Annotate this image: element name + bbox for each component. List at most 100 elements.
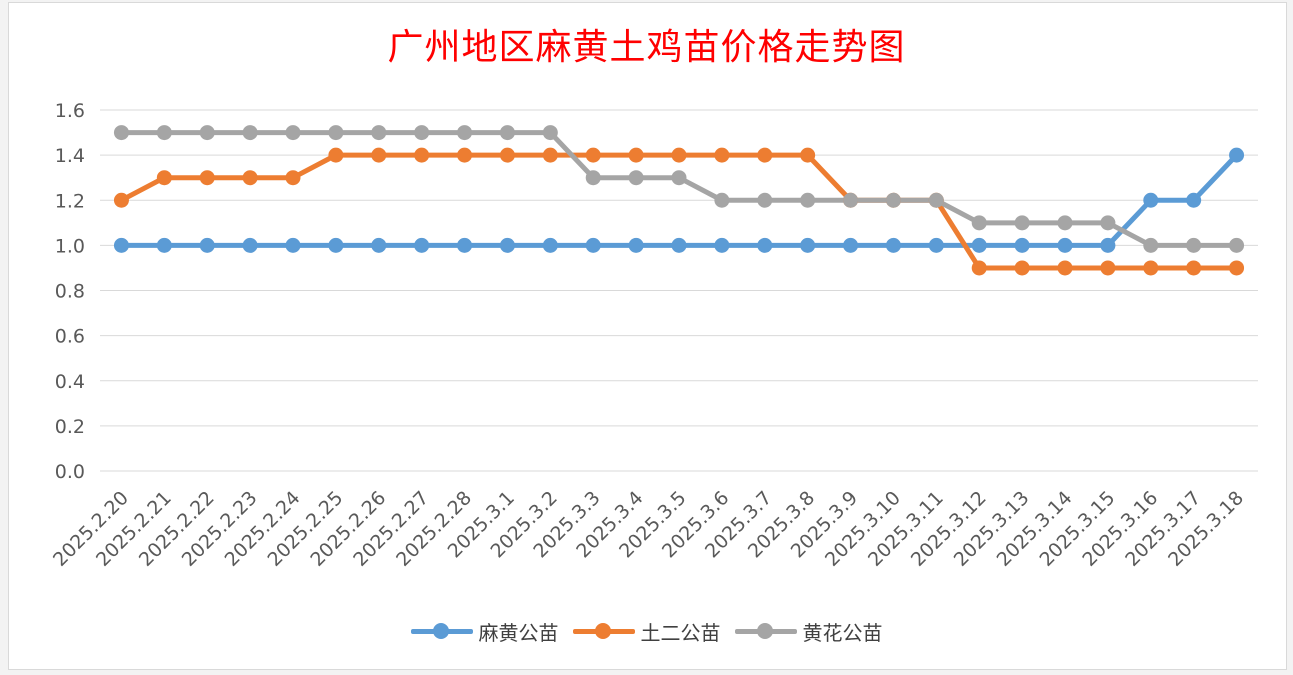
series-3-point — [1229, 237, 1245, 253]
series-3-point — [542, 125, 558, 141]
series-3-point — [800, 192, 816, 208]
series-1-point — [113, 237, 129, 253]
series-2-point — [714, 147, 730, 163]
y-tick-label: 1.6 — [55, 100, 85, 122]
series-1-point — [285, 237, 301, 253]
y-tick-label: 0.6 — [55, 326, 85, 348]
y-tick-label: 1.0 — [55, 235, 85, 257]
series-3-point — [971, 215, 987, 231]
legend-swatch-icon — [410, 621, 473, 641]
series-2-point — [1186, 260, 1202, 276]
legend-item: 黄花公苗 — [734, 617, 883, 646]
series-3-point — [1143, 237, 1159, 253]
chart-legend: 麻黄公苗 土二公苗 黄花公苗 — [0, 614, 1293, 648]
series-1-point — [328, 237, 344, 253]
y-tick-label: 0.4 — [55, 371, 85, 393]
legend-item: 土二公苗 — [572, 617, 721, 646]
series-1-point — [414, 237, 430, 253]
series-1-point — [199, 237, 215, 253]
series-2-point — [156, 170, 172, 186]
series-2-point — [1014, 260, 1030, 276]
series-1-point — [843, 237, 859, 253]
legend-label: 麻黄公苗 — [478, 620, 559, 645]
series-1-point — [1100, 237, 1116, 253]
series-1-point — [242, 237, 258, 253]
series-1-point — [542, 237, 558, 253]
series-3-point — [714, 192, 730, 208]
series-2-point — [1143, 260, 1159, 276]
series-1-point — [371, 237, 387, 253]
series-3-point — [671, 170, 687, 186]
series-2-point — [285, 170, 301, 186]
series-1-point — [714, 237, 730, 253]
legend-label: 土二公苗 — [640, 620, 721, 645]
series-1-point — [928, 237, 944, 253]
series-2-point — [1229, 260, 1245, 276]
legend-swatch-icon — [734, 621, 797, 641]
series-2-point — [757, 147, 773, 163]
series-3-point — [199, 125, 215, 141]
series-2-point — [328, 147, 344, 163]
series-3-point — [242, 125, 258, 141]
series-3-point — [113, 125, 129, 141]
series-3-point — [1186, 237, 1202, 253]
series-3-point — [285, 125, 301, 141]
series-3-point — [1100, 215, 1116, 231]
y-tick-label: 0.8 — [55, 281, 85, 303]
y-tick-label: 1.4 — [55, 145, 85, 167]
series-1-point — [800, 237, 816, 253]
series-2-point — [800, 147, 816, 163]
series-1-point — [1057, 237, 1073, 253]
series-3-point — [928, 192, 944, 208]
series-1-point — [585, 237, 601, 253]
chart-title: 广州地区麻黄土鸡苗价格走势图 — [387, 27, 906, 68]
y-tick-label: 1.2 — [55, 190, 85, 212]
series-2-point — [414, 147, 430, 163]
series-2-point — [542, 147, 558, 163]
legend-label: 黄花公苗 — [802, 620, 883, 645]
series-1-point — [1014, 237, 1030, 253]
y-tick-label: 0.2 — [55, 416, 85, 438]
series-2-point — [199, 170, 215, 186]
series-3-point — [885, 192, 901, 208]
series-1-point — [1143, 192, 1159, 208]
series-2-point — [1100, 260, 1116, 276]
series-3-point — [1057, 215, 1073, 231]
series-1-point — [457, 237, 473, 253]
series-1-point — [1229, 147, 1245, 163]
series-1-point — [757, 237, 773, 253]
series-1-point — [1186, 192, 1202, 208]
series-3-point — [414, 125, 430, 141]
series-2-point — [671, 147, 687, 163]
series-2-point — [457, 147, 473, 163]
series-1-point — [971, 237, 987, 253]
series-2-point — [628, 147, 644, 163]
series-2-point — [113, 192, 129, 208]
series-2-point — [499, 147, 515, 163]
series-3-point — [1014, 215, 1030, 231]
legend-swatch-icon — [572, 621, 635, 641]
series-1-point — [156, 237, 172, 253]
series-3-point — [499, 125, 515, 141]
y-tick-label: 0.0 — [55, 461, 85, 483]
series-2-point — [971, 260, 987, 276]
series-3-point — [628, 170, 644, 186]
series-2-point — [371, 147, 387, 163]
series-2-point — [242, 170, 258, 186]
series-1-point — [671, 237, 687, 253]
series-1-point — [885, 237, 901, 253]
series-3-point — [156, 125, 172, 141]
series-3-point — [757, 192, 773, 208]
series-3-point — [585, 170, 601, 186]
series-3-point — [457, 125, 473, 141]
series-3-point — [328, 125, 344, 141]
series-1-point — [628, 237, 644, 253]
series-2-point — [1057, 260, 1073, 276]
series-1-point — [499, 237, 515, 253]
series-3-point — [843, 192, 859, 208]
legend-item: 麻黄公苗 — [410, 617, 559, 646]
series-2-point — [585, 147, 601, 163]
series-3-point — [371, 125, 387, 141]
